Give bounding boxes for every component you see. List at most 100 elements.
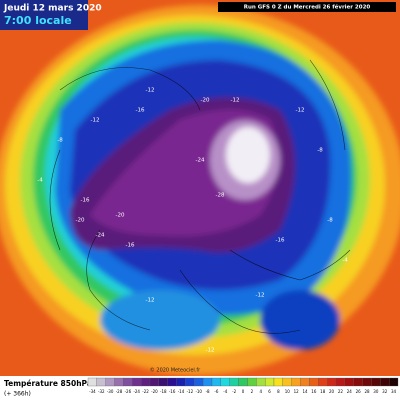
scale-swatch bbox=[344, 377, 354, 387]
contour-label: -8 bbox=[327, 218, 333, 224]
scale-swatch bbox=[318, 377, 328, 387]
scale-swatch bbox=[282, 377, 292, 387]
contour-label: -8 bbox=[57, 138, 63, 144]
scale-label: -8 bbox=[206, 389, 210, 394]
coastlines bbox=[49, 59, 351, 334]
scale-label: -20 bbox=[151, 389, 158, 394]
scale-label: 26 bbox=[356, 389, 362, 394]
scale-swatch bbox=[371, 377, 381, 387]
scale-swatch bbox=[388, 377, 399, 387]
credit: © 2020 Meteociel.fr bbox=[150, 367, 201, 374]
scale-swatch bbox=[194, 377, 204, 387]
lead-time: (+ 366h) bbox=[4, 391, 31, 398]
contour-label: -12 bbox=[256, 293, 265, 299]
scale-swatch bbox=[229, 377, 239, 387]
scale-swatch bbox=[211, 377, 222, 387]
scale-label: -4 bbox=[223, 389, 227, 394]
contour-label: -12 bbox=[91, 118, 100, 124]
contour-label: -20 bbox=[116, 213, 125, 219]
contour-label: -12 bbox=[296, 108, 305, 114]
time: 7:00 locale bbox=[4, 14, 72, 27]
scale-label: 28 bbox=[364, 389, 370, 394]
scale-swatch bbox=[202, 377, 213, 387]
scale-label: 20 bbox=[329, 389, 335, 394]
contour-label: -16 bbox=[126, 243, 135, 249]
scale-swatch bbox=[300, 377, 310, 387]
scale-label: -2 bbox=[232, 389, 236, 394]
run-box bbox=[218, 2, 396, 12]
contour-label: -16 bbox=[81, 198, 90, 204]
contour-label: -8 bbox=[317, 148, 323, 154]
scale-swatch bbox=[220, 377, 230, 387]
scale-label: -10 bbox=[195, 389, 202, 394]
scale-swatch bbox=[105, 377, 115, 387]
scale-swatch bbox=[247, 377, 257, 387]
contour-label: -4 bbox=[37, 178, 43, 184]
scale-swatch bbox=[309, 377, 319, 387]
scale-label: 2 bbox=[251, 389, 254, 394]
scale-swatch bbox=[87, 377, 98, 387]
contour-label: -20 bbox=[201, 98, 210, 104]
contour-label: -24 bbox=[96, 233, 105, 239]
scale-swatch bbox=[140, 377, 151, 387]
scale-label: 16 bbox=[311, 389, 317, 394]
scale-swatch bbox=[273, 377, 284, 387]
scale-swatch bbox=[167, 377, 177, 387]
contour-label: -20 bbox=[76, 218, 85, 224]
scale-label: -18 bbox=[160, 389, 167, 394]
contour-label: -16 bbox=[136, 108, 145, 114]
scale-swatch bbox=[291, 377, 301, 387]
scale-swatch bbox=[132, 377, 142, 387]
scale-swatch bbox=[264, 377, 275, 387]
date-box bbox=[0, 0, 88, 30]
scale-swatch bbox=[353, 377, 363, 387]
scale-label: 22 bbox=[338, 389, 344, 394]
contour-label: -16 bbox=[276, 238, 285, 244]
scale-swatch bbox=[176, 377, 186, 387]
scale-label: -6 bbox=[214, 389, 218, 394]
temperature-field bbox=[0, 5, 400, 375]
contour-label: -4 bbox=[342, 258, 348, 264]
scale-swatch bbox=[380, 377, 390, 387]
contour-label: -12 bbox=[206, 348, 215, 354]
scale-label: 32 bbox=[382, 389, 388, 394]
scale-label: -16 bbox=[169, 389, 176, 394]
scale-label: -34 bbox=[89, 389, 96, 394]
scale-label: -14 bbox=[178, 389, 185, 394]
contour-label: -28 bbox=[216, 193, 225, 199]
scale-label: -12 bbox=[187, 389, 194, 394]
scale-label: 14 bbox=[302, 389, 308, 394]
date: Jeudi 12 mars 2020 bbox=[3, 4, 102, 14]
scale-swatch bbox=[149, 377, 160, 387]
scale-label: 12 bbox=[294, 389, 300, 394]
contour-label: -12 bbox=[146, 88, 155, 94]
run-info: Run GFS 0 Z du Mercredi 26 février 2020 bbox=[244, 4, 371, 11]
contour-label: -12 bbox=[231, 98, 240, 104]
scale-label: 30 bbox=[373, 389, 379, 394]
scale-label: 24 bbox=[347, 389, 353, 394]
scale-label: -28 bbox=[116, 389, 123, 394]
contour-label: -12 bbox=[146, 298, 155, 304]
scale-label: 8 bbox=[277, 389, 280, 394]
scale-label: 18 bbox=[320, 389, 326, 394]
scale-label: 0 bbox=[242, 389, 245, 394]
scale-swatch bbox=[326, 377, 337, 387]
scale-swatch bbox=[158, 377, 168, 387]
scale-swatch bbox=[96, 377, 106, 387]
scale-label: 4 bbox=[259, 389, 262, 394]
contour-label: -24 bbox=[196, 158, 205, 164]
scale-label: -22 bbox=[142, 389, 149, 394]
scale-label: -26 bbox=[125, 389, 132, 394]
scale-swatch bbox=[362, 377, 372, 387]
scale-label: -30 bbox=[107, 389, 114, 394]
scale-label: -24 bbox=[133, 389, 140, 394]
scale-swatch bbox=[123, 377, 133, 387]
footer-title: Température 850hPa bbox=[4, 379, 92, 388]
scale-label: 10 bbox=[285, 389, 291, 394]
scale-label: -32 bbox=[98, 389, 105, 394]
scale-swatch bbox=[256, 377, 266, 387]
scale-swatch bbox=[114, 377, 124, 387]
scale-swatch bbox=[238, 377, 248, 387]
